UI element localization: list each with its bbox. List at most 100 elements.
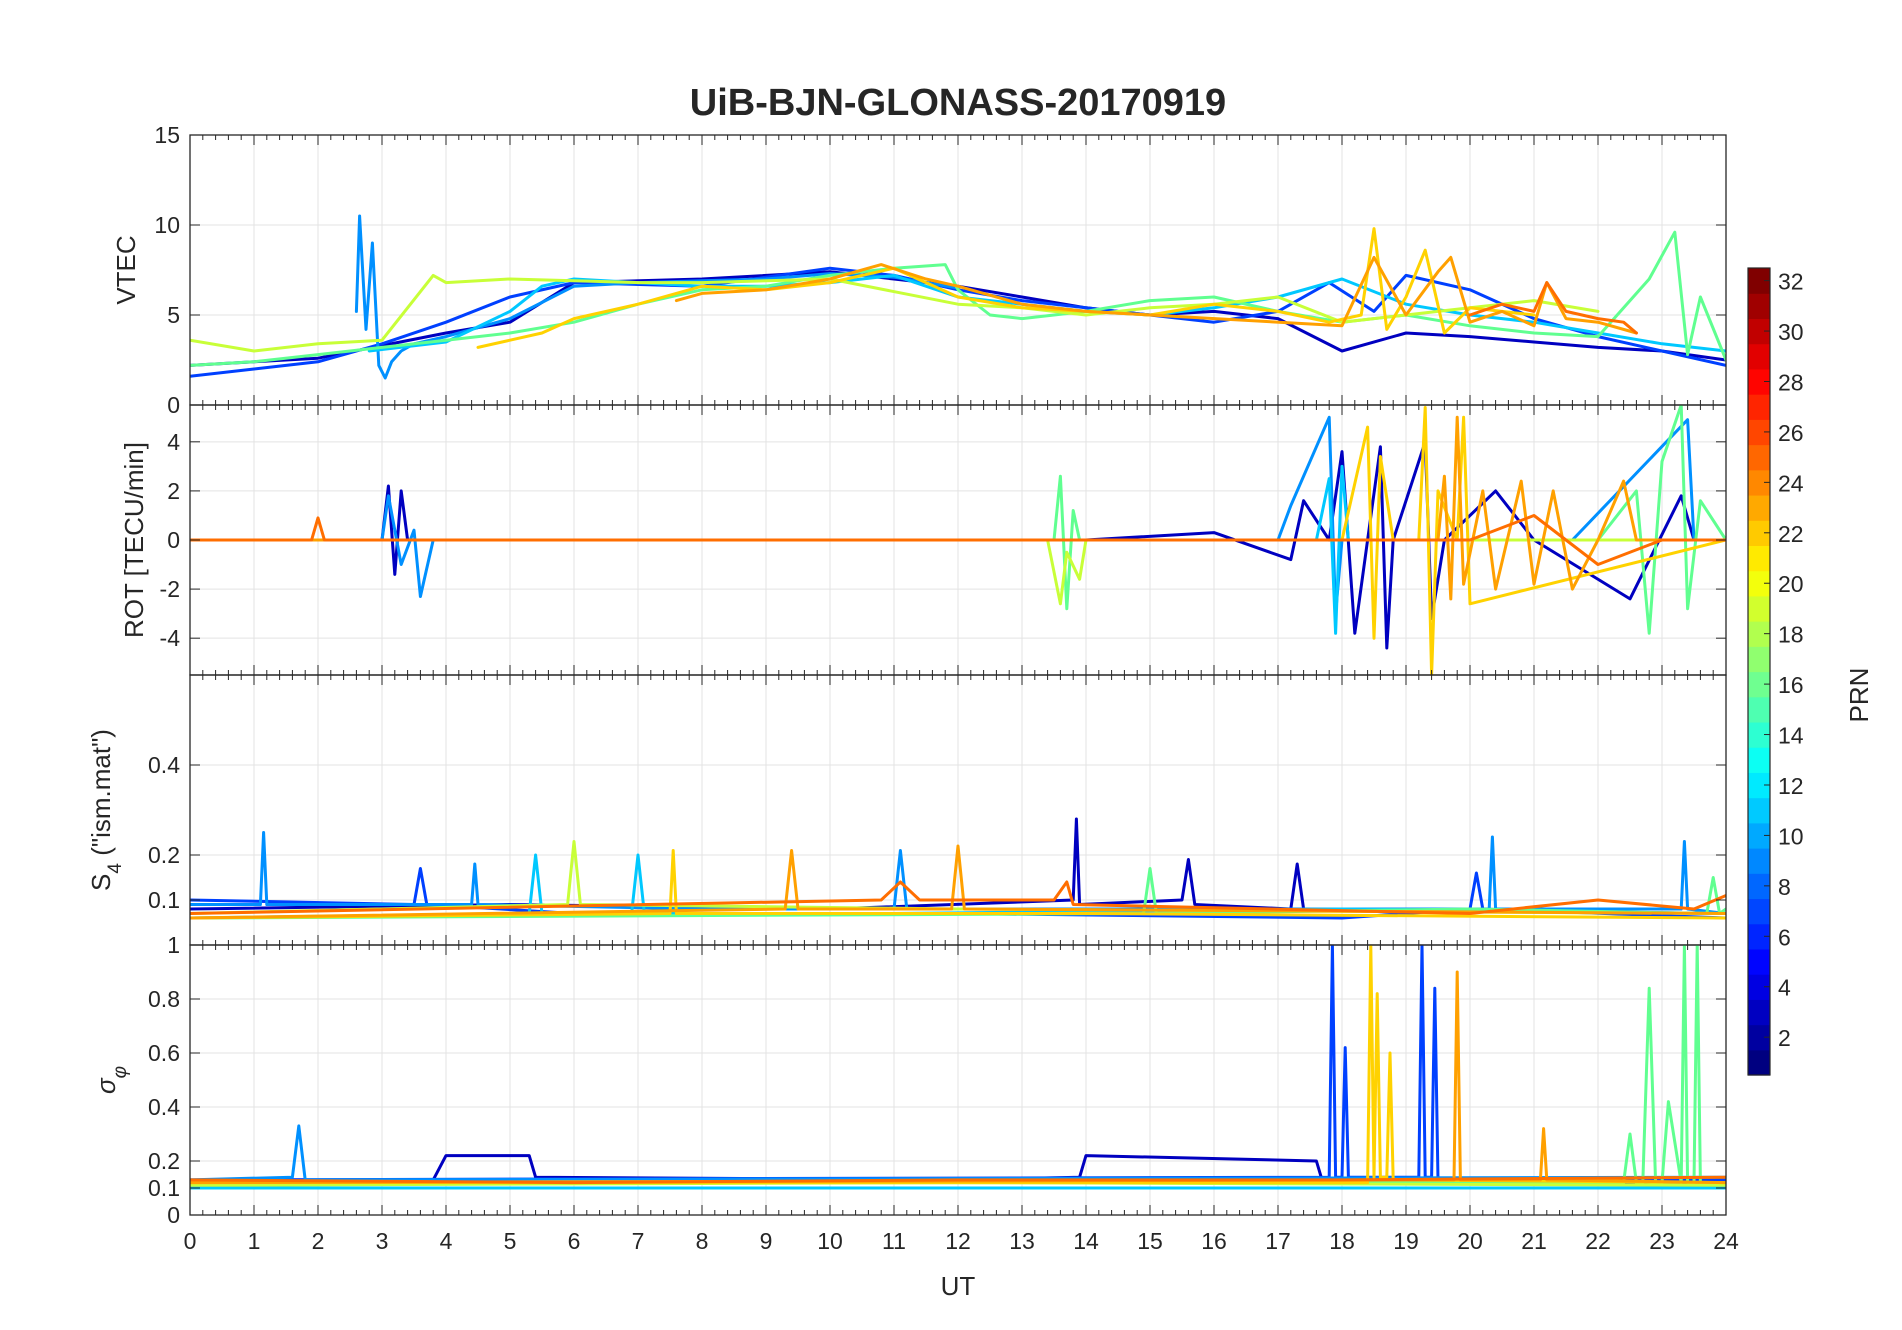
sigma-phi-ytick-label: 0.2 xyxy=(148,1148,180,1174)
colorbar-cell xyxy=(1748,747,1770,773)
x-tick-label: 20 xyxy=(1457,1228,1483,1254)
colorbar-cell xyxy=(1748,948,1770,975)
colorbar-tick-label: 2 xyxy=(1778,1025,1791,1051)
colorbar-tick-label: 30 xyxy=(1778,319,1804,345)
s4-series-prn-24 xyxy=(190,880,1726,915)
colorbar-tick-label: 24 xyxy=(1778,470,1804,496)
colorbar-cell xyxy=(1748,419,1770,446)
sigma-phi-panel: 00.10.20.40.60.810 1 2 3 4 5 6 7 8 9 10 11 12 13 14 15 1… xyxy=(148,932,1739,1254)
colorbar-tick-label: 18 xyxy=(1778,622,1804,648)
s4-ytick-label: 0.4 xyxy=(148,752,180,778)
colorbar-tick-label: 22 xyxy=(1778,521,1804,547)
vtec-ytick-label: 15 xyxy=(154,122,180,148)
colorbar-tick-label: 16 xyxy=(1778,672,1804,698)
colorbar-tick-label: 32 xyxy=(1778,269,1804,295)
sigma-phi-series-prn-16 xyxy=(190,945,1726,1185)
sigma-phi-axes-box xyxy=(189,944,1727,1216)
colorbar-cell xyxy=(1748,494,1770,521)
colorbar-cell xyxy=(1748,772,1770,799)
colorbar-cell xyxy=(1748,797,1770,824)
vtec-ytick-label: 5 xyxy=(167,302,180,328)
colorbar-tick-label: 20 xyxy=(1778,571,1804,597)
colorbar-cell xyxy=(1748,595,1770,622)
rot-ytick-label: 4 xyxy=(167,429,180,455)
vtec-series-prn-16 xyxy=(190,230,1726,367)
s4-series-prn-16 xyxy=(190,867,1726,920)
vtec-ylabel: VTEC xyxy=(111,235,141,304)
rot-series-prn-24 xyxy=(190,514,1726,566)
colorbar-tick-label: 28 xyxy=(1778,369,1804,395)
colorbar-tick-label: 14 xyxy=(1778,723,1804,749)
rot-series-prn-21 xyxy=(190,406,1726,675)
x-tick-label: 17 xyxy=(1265,1228,1291,1254)
x-tick-label: 2 xyxy=(312,1228,325,1254)
colorbar-cell xyxy=(1748,444,1770,471)
colorbar-cell xyxy=(1748,343,1770,370)
x-tick-label: 14 xyxy=(1073,1228,1099,1254)
colorbar-cell xyxy=(1748,822,1770,849)
s4-ytick-label: 0.2 xyxy=(148,842,180,868)
colorbar-cell xyxy=(1748,1049,1770,1076)
s4-ytick-label: 0.1 xyxy=(148,887,180,913)
rot-series-prn-23 xyxy=(190,415,1726,601)
x-tick-label: 8 xyxy=(696,1228,709,1254)
colorbar-tick-label: 26 xyxy=(1778,420,1804,446)
sigma-phi-ytick-label: 0.4 xyxy=(148,1094,180,1120)
colorbar-cell xyxy=(1748,873,1770,900)
vtec-series-prn-10 xyxy=(354,214,960,380)
colorbar-cell xyxy=(1748,721,1770,748)
sigma-phi-ytick-label: 0 xyxy=(167,1202,180,1228)
sigma-phi-ylabel: σφ xyxy=(91,1066,131,1094)
sigma-phi-ytick-label: 0.1 xyxy=(148,1175,180,1201)
vtec-panel: 0 5 10 15 xyxy=(154,122,1727,418)
colorbar-cell xyxy=(1748,621,1770,647)
x-tick-label: 13 xyxy=(1009,1228,1035,1254)
x-tick-label: 15 xyxy=(1137,1228,1163,1254)
s4-panel: 0.1 0.2 0.4 xyxy=(148,674,1727,946)
colorbar-cell xyxy=(1748,545,1770,572)
x-tick-label: 10 xyxy=(817,1228,843,1254)
x-tick-label: 6 xyxy=(568,1228,581,1254)
colorbar-cell xyxy=(1748,570,1770,597)
rot-ytick-label: 2 xyxy=(167,478,180,504)
colorbar-cell xyxy=(1748,898,1770,925)
x-tick-label: 1 xyxy=(248,1228,261,1254)
colorbar-cell xyxy=(1748,1024,1770,1051)
colorbar-tick-label: 10 xyxy=(1778,823,1804,849)
sigma-phi-series-prn-24 xyxy=(190,1175,1726,1185)
x-tick-label: 23 xyxy=(1649,1228,1675,1254)
colorbar-cell xyxy=(1748,394,1770,420)
colorbar-cell xyxy=(1748,646,1770,673)
x-tick-label: 21 xyxy=(1521,1228,1547,1254)
colorbar-cell xyxy=(1748,520,1770,547)
x-tick-label: 0 xyxy=(184,1228,197,1254)
vtec-series-prn-19 xyxy=(190,273,1600,353)
vtec-series-prn-24 xyxy=(1468,281,1638,335)
vtec-series-prn-23 xyxy=(674,255,1638,335)
vtec-ytick-label: 10 xyxy=(154,212,180,238)
colorbar-cell xyxy=(1748,268,1770,294)
colorbar-label: PRN xyxy=(1844,668,1874,723)
s4-series-prn-21 xyxy=(190,849,1726,920)
x-tick-label: 3 xyxy=(376,1228,389,1254)
colorbar-frame xyxy=(1747,267,1771,1076)
rot-panel: -4 -2 0 2 4 xyxy=(160,404,1727,676)
x-axis-label: UT xyxy=(941,1271,976,1301)
sigma-phi-ytick-label: 0.6 xyxy=(148,1040,180,1066)
sigma-phi-ytick-label: 1 xyxy=(167,932,180,958)
colorbar-tick-label: 6 xyxy=(1778,924,1791,950)
colorbar-cell xyxy=(1748,368,1770,395)
x-tick-label: 18 xyxy=(1329,1228,1355,1254)
x-tick-label: 22 xyxy=(1585,1228,1611,1254)
x-tick-label: 9 xyxy=(760,1228,773,1254)
colorbar-cell xyxy=(1748,999,1770,1026)
colorbar-cell xyxy=(1748,469,1770,496)
colorbar-tick-label: 12 xyxy=(1778,773,1804,799)
colorbar-cell xyxy=(1748,974,1770,1000)
colorbar-cell xyxy=(1748,293,1770,320)
s4-ylabel: S4 ("ism.mat") xyxy=(86,729,126,891)
colorbar-cell xyxy=(1748,318,1770,345)
x-tick-label: 4 xyxy=(440,1228,453,1254)
